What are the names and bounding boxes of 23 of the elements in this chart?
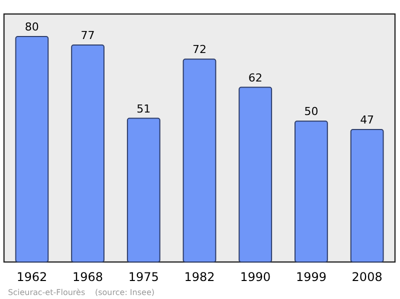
text: (source: Insee) — [95, 288, 154, 297]
x-tick-label: 2008 — [352, 270, 382, 284]
x-tick-label: 1968 — [72, 270, 104, 284]
bar — [71, 44, 104, 262]
bar — [182, 58, 216, 262]
data-label: 62 — [248, 71, 262, 84]
bar — [15, 36, 49, 262]
x-tick-label: 1962 — [16, 270, 48, 284]
bar — [238, 86, 272, 262]
text: Scieurac-et-Flourès — [8, 288, 86, 297]
data-label: 51 — [136, 102, 151, 116]
x-tick-label: 1999 — [296, 270, 326, 284]
bar — [350, 129, 384, 262]
x-tick-label: 1990 — [240, 270, 271, 284]
data-label: 77 — [80, 29, 95, 42]
x-tick-label: 1982 — [184, 270, 215, 284]
bar — [294, 120, 328, 262]
bar — [126, 118, 160, 262]
data-label: 47 — [360, 114, 374, 127]
x-tick-label: 1975 — [128, 270, 159, 284]
data-label: 80 — [24, 20, 39, 34]
data-label: 50 — [304, 105, 318, 118]
data-label: 72 — [192, 43, 206, 56]
